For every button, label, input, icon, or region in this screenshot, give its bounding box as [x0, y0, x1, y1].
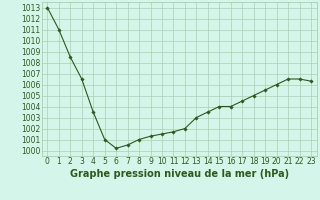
X-axis label: Graphe pression niveau de la mer (hPa): Graphe pression niveau de la mer (hPa)	[70, 169, 289, 179]
